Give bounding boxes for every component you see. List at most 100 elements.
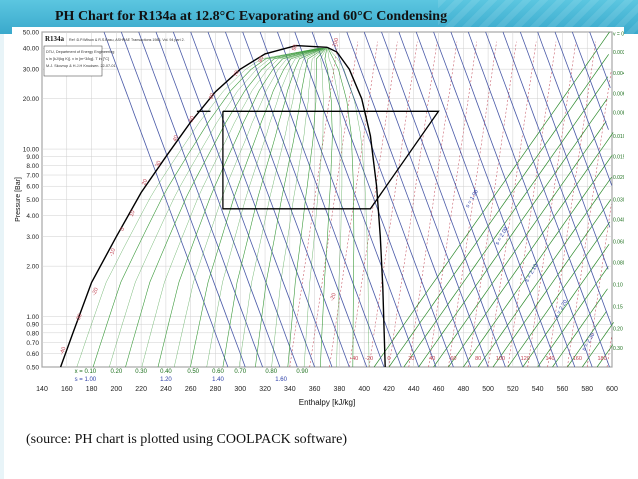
info-line: DTU, Department of Energy Engineering [46,50,114,54]
saturated-vapor-line [326,46,386,368]
isotherm-label: 120 [521,356,530,362]
isochore-line [448,41,497,368]
quality-line-fine [328,48,370,368]
quality-label: 0.70 [234,369,246,375]
isentrope-line [448,132,614,368]
isotherm-line [554,31,613,186]
slide-title: PH Chart for R134a at 12.8°C Evaporating… [55,9,448,24]
isotherm-line [502,31,612,326]
x-tick-label: 560 [557,386,569,393]
volume-label: 0.010 [613,134,624,140]
quality-line [320,48,333,368]
isotherm-line [242,31,368,368]
isotherm-label: -20 [365,356,373,362]
isotherm-label: -20 [329,292,337,302]
isentrope-line [477,176,612,368]
isotherm-label: 40 [429,356,435,362]
isotherm-line [120,31,246,368]
isotherm-line [172,31,298,368]
isentrope-line [567,310,607,368]
isotherm-line [190,31,315,368]
isotherm-label: 50 [188,115,196,123]
isochore-line [586,204,612,368]
isochore-line [487,41,537,368]
x-tick-label: 160 [61,386,73,393]
volume-label: 0.030 [613,198,624,204]
x-tick-label: 400 [358,386,370,393]
quality-label: 0.20 [111,369,123,375]
x-axis-title: Enthalpy [kJ/kg] [299,398,355,407]
refrigerant-label: R134a [45,35,65,43]
quality-line-fine [271,48,326,368]
isotherm-line [259,31,385,368]
y-tick-label: 8.00 [26,163,39,170]
isotherm-label: 30 [155,160,163,168]
isotherm-label: 10 [129,210,137,218]
isotherm-label: 20 [408,356,414,362]
y-tick-label: 30.00 [23,67,40,74]
x-tick-label: 360 [309,386,321,393]
x-tick-label: 540 [532,386,544,393]
x-tick-label: 240 [160,386,172,393]
isotherm-label: 100 [332,37,341,48]
isotherm-line [519,31,609,270]
quality-line [125,47,321,368]
isentrope-line [403,76,609,368]
isotherm-label: 40 [172,135,180,143]
volume-label: 0.30 [613,346,623,352]
y-tick-label: 0.60 [26,351,39,358]
isotherm-label: -20 [91,287,99,297]
y-tick-label: 50.00 [23,30,40,37]
ph-chart: 140 160 180 200 220 240 260 280 300 320 340 360 380 4… [12,27,624,417]
isentrope-line [537,266,609,368]
x-tick-label: 500 [482,386,494,393]
isotherm-line [537,31,611,228]
isotherm-label: 60 [450,356,456,362]
isotherm-label: 80 [258,56,266,64]
x-tick-label: 140 [36,386,48,393]
volume-label: 0.020 [613,175,624,181]
entropy-label: 1.60 [275,377,287,383]
x-tick-label: 520 [507,386,519,393]
info-line: s in [kJ/(kg K)]. v in [m^3/kg]. T in [°… [46,57,109,61]
quality-line-fine [109,48,321,368]
isotherm-line [467,31,593,368]
isotherm-line [346,31,472,368]
isotherm-label: 0 [120,227,127,232]
y-tick-label: 3.00 [26,234,39,241]
isotherm-line [589,31,611,88]
isentrope-line [507,221,611,368]
y-tick-label: 10.00 [23,147,40,154]
isochore-line [567,72,612,368]
quality-line-fine [141,48,322,368]
isotherm-label: 70 [233,70,241,78]
x-tick-label: 260 [185,386,197,393]
isentrope-line [582,322,614,368]
isotherm-line [398,31,524,368]
y-tick-label: 2.00 [26,264,39,271]
entropy-label: 1.20 [160,377,172,383]
quality-label: 0.90 [296,369,308,375]
y-tick-label: 0.70 [26,340,39,347]
quality-line-fine [174,48,323,368]
isochore-line [309,41,359,368]
entropy-label: 1.40 [212,377,224,383]
isotherm-label: 80 [475,356,481,362]
y-tick-label: 0.80 [26,330,39,337]
x-tick-label: 340 [284,386,296,393]
x-tick-label: 380 [334,386,346,393]
isotherm-label: 140 [545,356,554,362]
slide-caption: (source: PH chart is plotted using COOLP… [26,432,348,447]
reference-line: Ref :D.P.Wilson & R.S.Basu, ASHRAE Trans… [69,38,185,42]
quality-line-fine [303,48,327,368]
isotherm-line [433,31,558,368]
y-tick-label: 0.90 [26,322,39,329]
volume-label: 0.0080 [613,111,624,117]
isotherm-label: 160 [573,356,582,362]
isotherm-line [294,31,420,368]
x-tick-label: 480 [457,386,469,393]
quality-line [255,47,325,368]
y-tick-label: 7.00 [26,173,39,180]
isentrope-line [418,98,608,368]
isotherm-line [277,31,402,368]
